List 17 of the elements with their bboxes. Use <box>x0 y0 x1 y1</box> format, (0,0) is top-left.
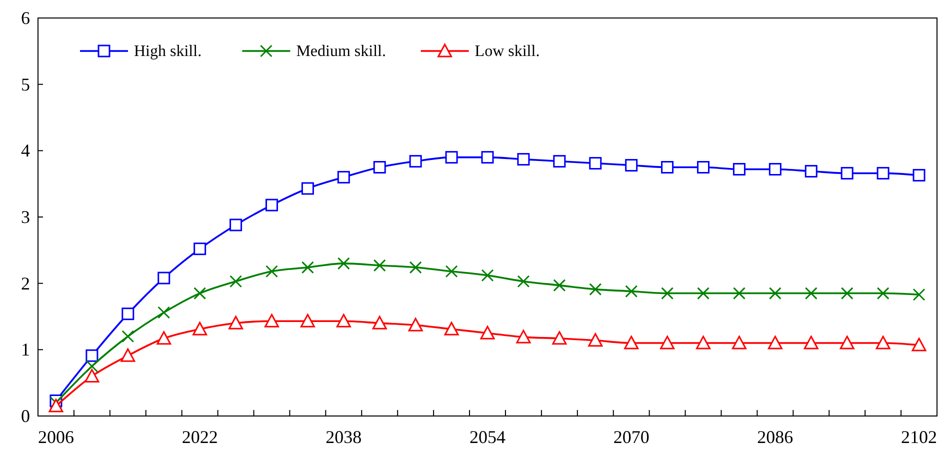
y-tick-label: 6 <box>21 8 30 28</box>
y-tick-label: 0 <box>21 406 30 426</box>
x-tick-label: 2006 <box>38 427 74 447</box>
y-tick-label: 2 <box>21 273 30 294</box>
y-tick-label: 1 <box>21 340 30 360</box>
y-tick-label: 4 <box>21 140 30 161</box>
x-tick-label: 2038 <box>326 427 362 447</box>
x-tick-label: 2070 <box>613 427 650 447</box>
y-tick-label: 3 <box>21 207 30 227</box>
x-tick-label: 2086 <box>757 427 794 447</box>
x-tick-label: 2022 <box>182 427 218 447</box>
x-tick-label: 2054 <box>470 427 506 447</box>
x-tick-label: 2102 <box>901 427 938 447</box>
y-tick-label: 5 <box>21 74 30 94</box>
legend-label: Low skill. <box>474 43 540 60</box>
legend-label: Medium skill. <box>296 43 386 60</box>
legend-label: High skill. <box>134 43 202 60</box>
